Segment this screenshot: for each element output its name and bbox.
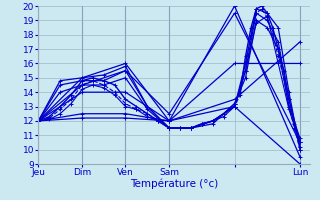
X-axis label: Température (°c): Température (°c) [130,179,219,189]
